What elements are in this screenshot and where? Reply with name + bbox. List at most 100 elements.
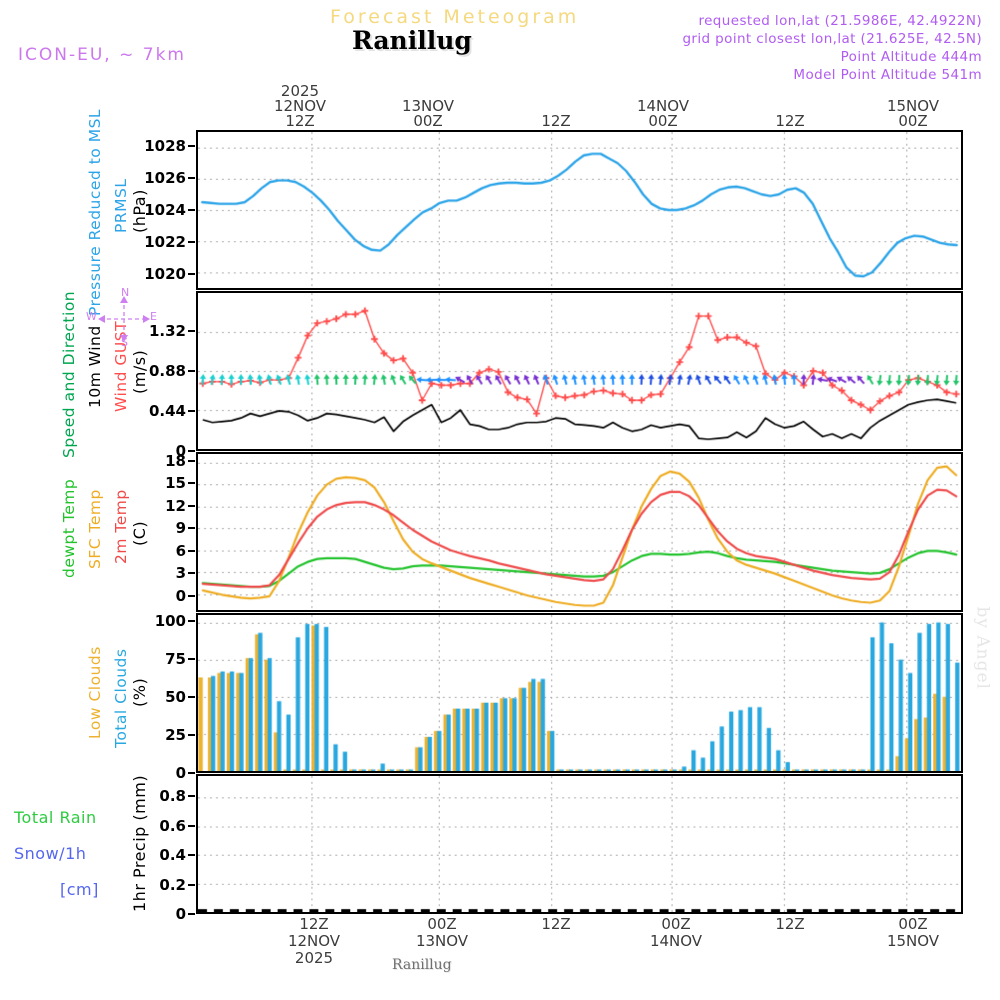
panel-side-label: Low Clouds	[86, 646, 104, 739]
y-tick-label: 0	[175, 764, 186, 782]
y-tick-label: 0.2	[159, 875, 186, 894]
panel-plot-wind	[198, 293, 961, 449]
y-tick-mark	[188, 795, 195, 798]
y-tick-mark	[188, 883, 195, 886]
bottom-station-label: Ranillug	[392, 957, 452, 973]
compass-east-label: E	[150, 310, 157, 323]
watermark: by Angel	[972, 606, 992, 691]
bottom-time-axis: 12Z 12NOV 2025 00Z 13NOV 12Z 00Z 14NOV 12Z 00Z 15N…	[0, 916, 1000, 986]
panel-prmsl	[196, 130, 963, 290]
y-tick-mark	[188, 482, 195, 485]
y-tick-label: 12	[165, 496, 186, 515]
time-tick-line: 12Z	[775, 915, 805, 933]
axis-unit-label: 1hr Precip (mm)	[130, 774, 149, 912]
panel-side-label: dewpt Temp	[60, 478, 78, 578]
top-time-axis: 2025 12NOV 12Z 13NOV 00Z 12Z 14NOV 00Z 12Z 1…	[0, 84, 1000, 130]
axis-unit-label: (%)	[130, 677, 149, 707]
bottom-time-tick: 12Z	[491, 916, 621, 933]
time-tick-line: 14NOV	[649, 932, 703, 950]
y-tick-mark	[188, 459, 195, 462]
time-tick-line: 00Z	[648, 112, 678, 130]
time-tick-line: 12Z	[541, 915, 571, 933]
top-time-tick: 12Z	[730, 84, 850, 129]
forecast-meteogram-title: Forecast Meteogram	[330, 6, 580, 28]
panel-side-label: 2m Temp	[112, 489, 130, 565]
top-time-tick: 15NOV 00Z	[853, 84, 973, 129]
compass-south-label: S	[121, 336, 128, 349]
top-time-tick: 13NOV 00Z	[368, 84, 488, 129]
time-tick-line: 12NOV	[273, 97, 327, 115]
y-tick-label: 75	[165, 649, 186, 668]
y-tick-mark	[188, 772, 195, 774]
y-tick-label: 0	[175, 905, 186, 923]
y-tick-label: 0.44	[148, 402, 186, 420]
y-tick-mark	[188, 824, 195, 827]
y-tick-label: 6	[175, 541, 186, 560]
top-time-tick: 2025 12NOV 12Z	[240, 84, 360, 129]
time-tick-line: 2025	[294, 949, 334, 967]
y-tick-mark	[188, 273, 195, 275]
panel-plot-precip	[198, 776, 961, 912]
compass-west-label: W	[86, 310, 97, 323]
panel-precip	[196, 774, 963, 914]
bottom-time-tick: 12Z 12NOV 2025	[249, 916, 379, 967]
panel-side-label: Pressure Reduced to MSL	[86, 108, 104, 316]
wind-direction-compass: N S W E	[86, 286, 160, 354]
y-tick-mark	[188, 913, 195, 915]
y-tick-label: 9	[175, 519, 186, 538]
y-tick-mark	[188, 177, 195, 179]
top-time-tick: 14NOV 00Z	[603, 84, 723, 129]
y-tick-label: 1024	[144, 201, 186, 219]
y-tick-mark	[188, 241, 195, 243]
y-tick-label: 1028	[144, 137, 186, 155]
y-tick-mark	[188, 330, 195, 332]
panel-clouds	[196, 613, 963, 773]
y-tick-mark	[188, 209, 195, 211]
y-tick-mark	[188, 527, 195, 530]
y-tick-label: 0.4	[159, 846, 186, 865]
y-tick-label: 1020	[144, 265, 186, 283]
time-tick-line: 12Z	[541, 112, 571, 130]
model-name-label: ICON-EU, ~ 7km	[18, 45, 186, 65]
y-tick-label: 1026	[144, 169, 186, 187]
y-tick-label: 15	[165, 474, 186, 493]
gridpoint-coordinates: grid point closest lon,lat (21.625E, 42.…	[682, 31, 982, 47]
time-tick-line: 00Z	[898, 112, 928, 130]
time-tick-line: 12NOV	[287, 932, 341, 950]
compass-north-label: N	[121, 286, 130, 299]
bottom-time-tick: 00Z 14NOV	[611, 916, 741, 950]
y-tick-label: 0	[175, 586, 186, 605]
time-tick-line: 15NOV	[886, 97, 940, 115]
y-tick-mark	[188, 504, 195, 507]
y-tick-mark	[188, 733, 195, 736]
axis-unit-label: (hPa)	[130, 188, 149, 233]
y-tick-label: 1.32	[148, 322, 186, 340]
y-tick-label: 3	[175, 564, 186, 583]
time-tick-line: 12Z	[285, 112, 315, 130]
panel-side-label: Snow/1h	[14, 844, 87, 863]
y-tick-mark	[188, 695, 195, 698]
y-tick-mark	[188, 450, 195, 452]
point-altitude: Point Altitude 444m	[840, 49, 982, 65]
y-tick-label: 0	[175, 442, 186, 460]
time-tick-line: 00Z	[661, 915, 691, 933]
time-tick-line: 13NOV	[415, 932, 469, 950]
time-tick-line: 12Z	[775, 112, 805, 130]
y-tick-mark	[188, 145, 195, 147]
y-tick-label: 25	[165, 725, 186, 744]
y-tick-label: 50	[165, 687, 186, 706]
panel-plot-prmsl	[198, 132, 961, 288]
time-tick-line: 13NOV	[401, 97, 455, 115]
panel-temp	[196, 452, 963, 612]
panel-wind	[196, 291, 963, 451]
time-tick-line: 00Z	[413, 112, 443, 130]
y-tick-mark	[188, 549, 195, 552]
panel-side-label: Total Clouds	[112, 648, 130, 749]
y-tick-mark	[188, 854, 195, 857]
panel-side-label: Total Rain	[14, 808, 97, 827]
bottom-time-tick: 00Z 15NOV	[848, 916, 978, 950]
y-tick-label: 0.8	[159, 787, 186, 806]
y-tick-label: 1022	[144, 233, 186, 251]
axis-unit-label: (m/s)	[130, 349, 149, 394]
time-tick-line: 14NOV	[636, 97, 690, 115]
